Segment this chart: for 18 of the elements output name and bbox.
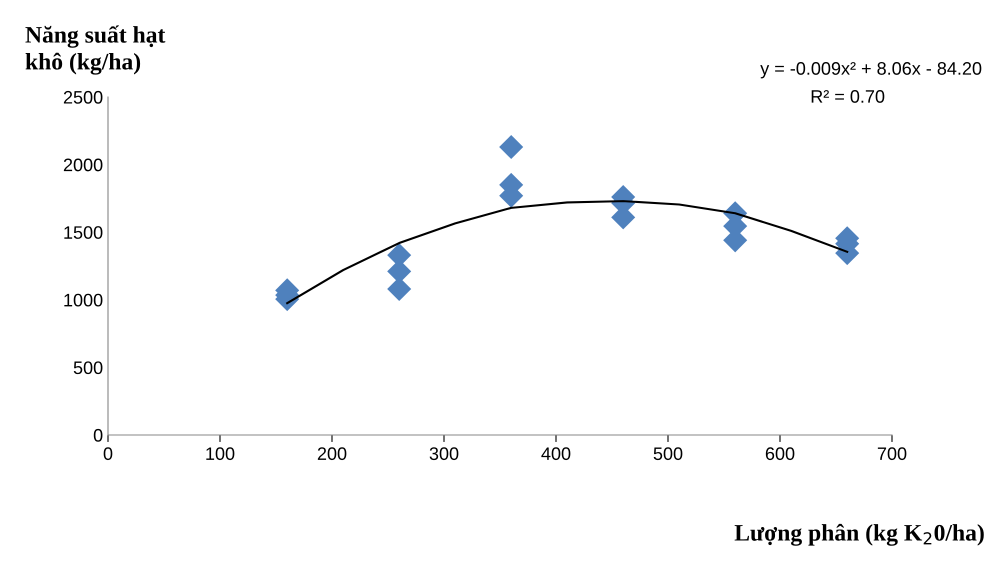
y-tick-label: 2500 [64, 90, 102, 104]
y-tick-label: 0 [94, 428, 102, 442]
y-tick-label: 1500 [64, 226, 102, 239]
y-tick-label: 1000 [64, 294, 102, 307]
y-tick-label: 500 [74, 361, 102, 374]
x-tick-label: 500 [654, 447, 682, 460]
x-tick-label: 600 [766, 447, 794, 460]
text: y = -0.009x² + 8.06x - 84.20 [760, 62, 982, 78]
x-tick-label: 100 [206, 447, 234, 460]
x-tick-label: 0 [104, 447, 112, 460]
y-axis-title: Năng suất hạt khô (kg/ha) [25, 25, 166, 75]
y-tick-label: 2000 [64, 158, 102, 172]
x-tick-label: 200 [318, 447, 346, 460]
annotation: R² = 0.70 [812, 90, 884, 103]
x-tick-label: 300 [430, 447, 458, 460]
x-tick-label: 700 [878, 447, 906, 460]
x-axis-title: Lượng phân (kg K$_{2}$0/ha) [734, 524, 984, 546]
x-tick-label: 400 [541, 447, 570, 460]
